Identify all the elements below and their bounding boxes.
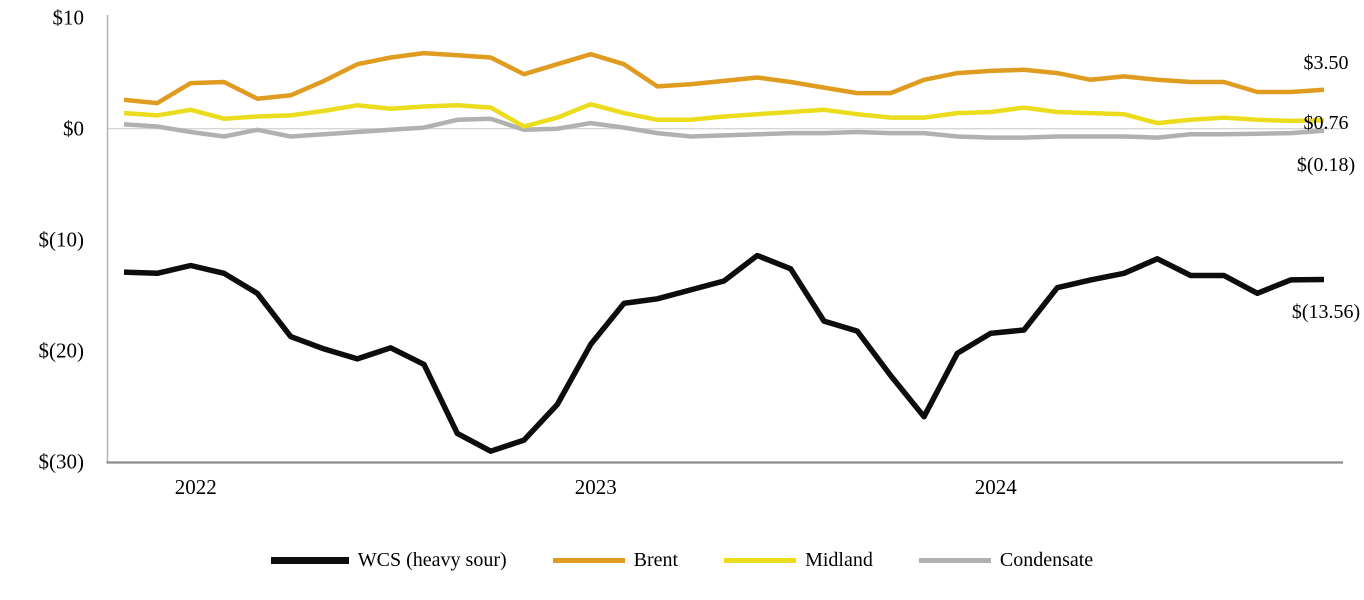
line-midland bbox=[123, 101, 1325, 129]
legend-swatch-condensate bbox=[918, 558, 991, 563]
y-tick-label: $(10) bbox=[38, 227, 85, 252]
legend-swatch-midland bbox=[724, 558, 797, 563]
legend-item-wcs-heavy-sour: WCS (heavy sour) bbox=[270, 549, 507, 572]
legend-item-brent: Brent bbox=[552, 549, 679, 572]
legend-label-midland: Midland bbox=[805, 549, 873, 571]
y-tick-label: $0 bbox=[63, 116, 84, 141]
legend-swatch-brent bbox=[552, 558, 625, 563]
end-label-wcs-heavy-sour: $(13.56) bbox=[1291, 301, 1361, 323]
end-label-condensate: $(0.18) bbox=[1296, 154, 1356, 176]
x-tick-label-2022: 2022 bbox=[174, 475, 217, 499]
line-condensate bbox=[123, 116, 1325, 140]
legend-label-wcs-heavy-sour: WCS (heavy sour) bbox=[357, 549, 507, 571]
y-tick-label: $(20) bbox=[38, 338, 85, 363]
legend-label-condensate: Condensate bbox=[999, 549, 1094, 571]
legend: WCS (heavy sour) Brent Midland Condensate bbox=[0, 549, 1364, 572]
legend-item-midland: Midland bbox=[724, 549, 873, 572]
y-tick-label: $10 bbox=[52, 5, 85, 29]
x-tick-label-2023: 2023 bbox=[574, 475, 617, 499]
end-label-brent: $3.50 bbox=[1303, 52, 1349, 74]
legend-item-condensate: Condensate bbox=[918, 549, 1094, 572]
end-label-midland: $0.76 bbox=[1303, 112, 1349, 134]
x-tick-label-2024: 2024 bbox=[974, 475, 1017, 499]
y-tick-label: $(30) bbox=[38, 449, 85, 474]
series-lines bbox=[123, 50, 1325, 454]
legend-swatch-wcs-heavy-sour bbox=[270, 557, 349, 564]
line-brent bbox=[123, 50, 1325, 106]
line-wcs-heavy-sour bbox=[123, 252, 1325, 454]
legend-label-brent: Brent bbox=[633, 549, 679, 571]
